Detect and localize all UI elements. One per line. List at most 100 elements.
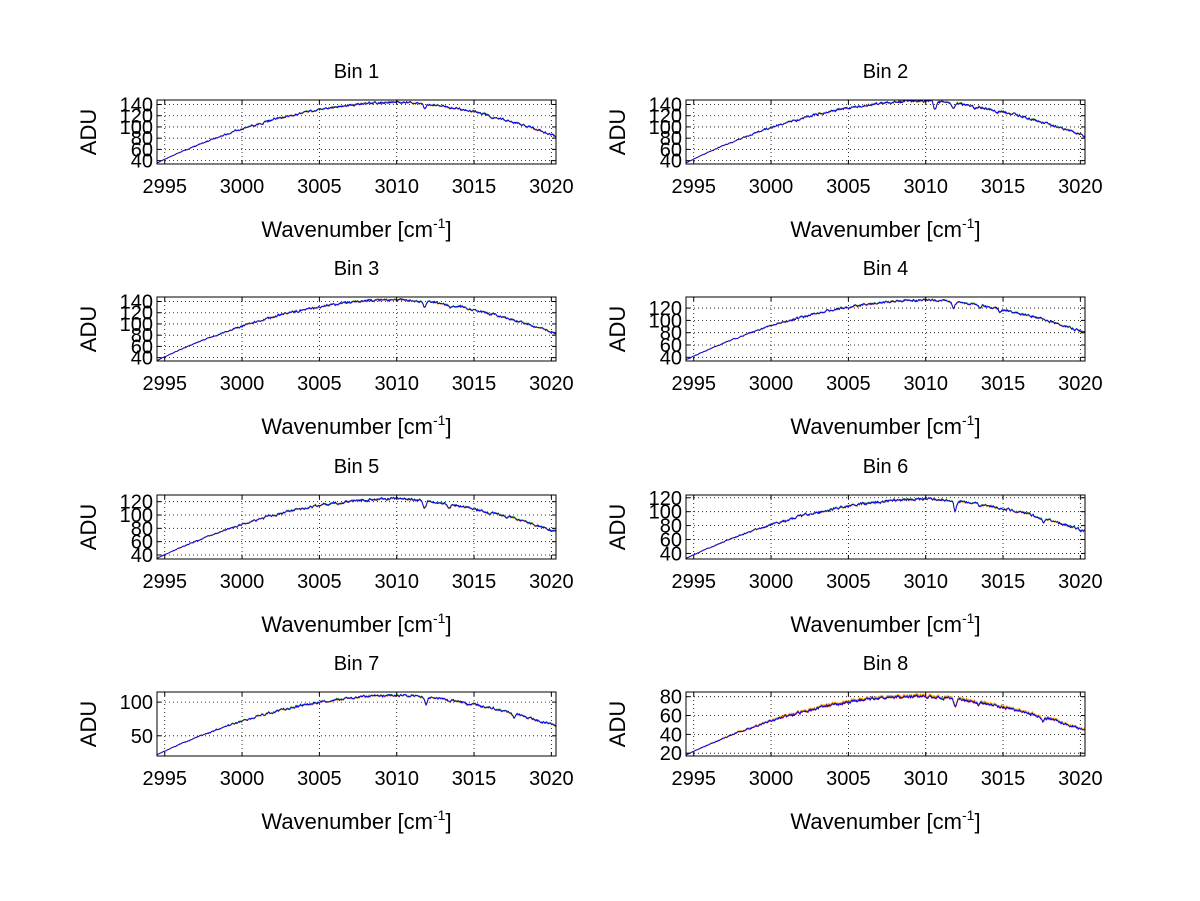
y-tick-label: 80 — [131, 128, 153, 150]
x-axis-label: Wavenumber [cm-1] — [261, 807, 451, 834]
series-line-1 — [157, 693, 556, 755]
x-tick-label: 3000 — [749, 176, 794, 198]
y-tick-label: 100 — [649, 310, 682, 332]
x-tick-label: 3020 — [529, 373, 574, 395]
panel-title: Bin 1 — [334, 61, 380, 83]
series-line-3 — [686, 100, 1085, 164]
x-tick-label: 3020 — [1058, 373, 1103, 395]
x-tick-label: 3000 — [220, 571, 265, 593]
series-line-1 — [686, 694, 1085, 756]
x-tick-label: 2995 — [142, 571, 187, 593]
y-tick-label: 140 — [120, 94, 153, 116]
x-tick-label: 3015 — [452, 571, 497, 593]
plot-frame — [685, 691, 1086, 757]
y-tick-label: 60 — [660, 530, 682, 552]
x-tick-label: 3020 — [1058, 571, 1103, 593]
x-tick-label: 3010 — [903, 176, 948, 198]
plot-frame — [156, 99, 557, 165]
panel-bin-3: Bin 3 2995 3000 3005 3010 3015 3020 40608010012… — [76, 258, 574, 439]
x-tick-label: 3015 — [452, 768, 497, 790]
x-tick-label: 3015 — [981, 571, 1026, 593]
y-tick-label: 120 — [649, 106, 682, 128]
y-tick-label: 100 — [120, 117, 153, 139]
y-axis-label: ADU — [605, 306, 630, 352]
x-axis-label: Wavenumber [cm-1] — [790, 412, 980, 439]
x-tick-label: 3010 — [374, 373, 419, 395]
panel-title: Bin 3 — [334, 258, 380, 280]
y-tick-label: 80 — [660, 687, 682, 709]
y-tick-label: 60 — [660, 335, 682, 357]
x-tick-label: 3005 — [826, 571, 871, 593]
y-tick-label: 120 — [120, 106, 153, 128]
x-tick-label: 3000 — [749, 768, 794, 790]
x-axis-label: Wavenumber [cm-1] — [790, 807, 980, 834]
x-tick-label: 3010 — [374, 571, 419, 593]
x-tick-label: 3015 — [981, 176, 1026, 198]
series-line-2 — [157, 297, 556, 361]
series-line-3 — [157, 693, 556, 755]
y-tick-label: 100 — [120, 314, 153, 336]
y-tick-label: 40 — [131, 151, 153, 173]
plot-frame — [685, 494, 1086, 560]
y-tick-label: 20 — [660, 743, 682, 765]
series-line-1 — [157, 496, 556, 559]
plot-frame — [156, 494, 557, 560]
y-tick-label: 40 — [660, 724, 682, 746]
y-tick-label: 140 — [649, 94, 682, 116]
panel-bin-2: Bin 2 2995 3000 3005 3010 3015 3020 40608010012… — [605, 61, 1103, 242]
y-tick-label: 60 — [131, 532, 153, 554]
y-tick-label: 40 — [131, 545, 153, 567]
x-tick-label: 3000 — [220, 373, 265, 395]
y-tick-label: 40 — [660, 347, 682, 369]
series-line-3 — [157, 101, 556, 164]
x-tick-label: 3005 — [826, 768, 871, 790]
x-tick-label: 2995 — [671, 176, 716, 198]
x-tick-label: 3005 — [826, 373, 871, 395]
panel-title: Bin 6 — [863, 456, 909, 478]
y-tick-label: 80 — [660, 516, 682, 538]
x-tick-label: 3015 — [452, 373, 497, 395]
plot-frame — [156, 296, 557, 362]
y-axis-label: ADU — [76, 504, 101, 550]
x-tick-label: 3005 — [297, 571, 342, 593]
series-line-2 — [686, 298, 1085, 361]
x-tick-label: 3010 — [903, 571, 948, 593]
y-tick-label: 120 — [120, 492, 153, 514]
x-tick-label: 3000 — [749, 571, 794, 593]
x-tick-label: 3000 — [220, 176, 265, 198]
series-line-4 — [686, 100, 1085, 164]
panel-bin-7: Bin 7 2995 3000 3005 3010 3015 3020 50 100 Wavenu… — [76, 653, 574, 834]
x-tick-label: 3010 — [374, 176, 419, 198]
panel-bin-1: Bin 1 2995 3000 3005 3010 3015 3020 40608010012… — [76, 61, 574, 242]
y-axis-label: ADU — [605, 109, 630, 155]
series-line-2 — [686, 496, 1085, 559]
y-tick-label: 100 — [649, 502, 682, 524]
x-tick-label: 3005 — [297, 768, 342, 790]
y-tick-label: 40 — [660, 151, 682, 173]
x-axis-label: Wavenumber [cm-1] — [261, 412, 451, 439]
x-tick-label: 2995 — [142, 373, 187, 395]
series-line-4 — [686, 497, 1085, 559]
y-tick-label: 80 — [131, 518, 153, 540]
x-tick-label: 3015 — [452, 176, 497, 198]
x-tick-label: 3020 — [529, 571, 574, 593]
x-tick-label: 3015 — [981, 373, 1026, 395]
x-tick-label: 3010 — [903, 373, 948, 395]
y-axis-label: ADU — [76, 701, 101, 747]
x-tick-label: 3000 — [220, 768, 265, 790]
y-axis-label: ADU — [605, 504, 630, 550]
panel-title: Bin 5 — [334, 456, 380, 478]
x-tick-label: 2995 — [142, 176, 187, 198]
y-tick-label: 40 — [660, 543, 682, 565]
series-line-2 — [157, 100, 556, 164]
x-tick-label: 3005 — [297, 373, 342, 395]
plot-frame — [156, 691, 557, 757]
y-tick-label: 80 — [131, 325, 153, 347]
y-axis-label: ADU — [76, 306, 101, 352]
series-line-1 — [157, 298, 556, 361]
x-tick-label: 2995 — [671, 571, 716, 593]
y-tick-label: 100 — [649, 117, 682, 139]
x-tick-label: 3005 — [826, 176, 871, 198]
